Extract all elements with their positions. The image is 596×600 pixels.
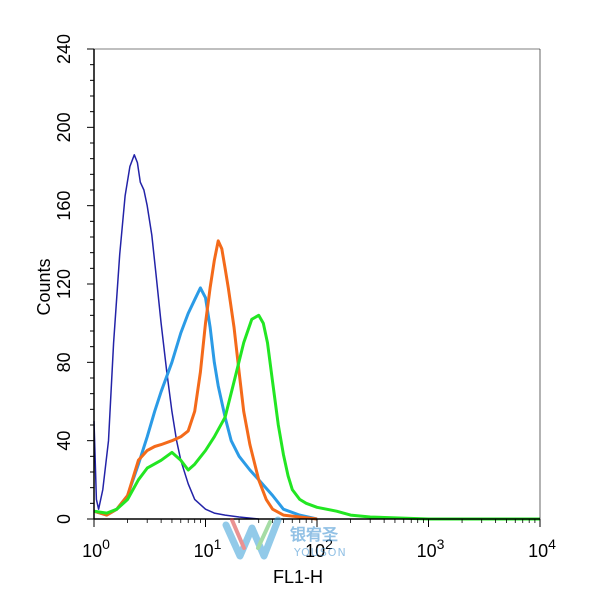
series-lines [93, 154, 540, 521]
y-tick-label: 240 [54, 34, 74, 64]
x-axis: 100 101 102 103 104 [82, 519, 556, 561]
series-line-3 [93, 239, 318, 521]
y-tick-label: 120 [54, 269, 74, 299]
x-tick-label: 101 [194, 536, 222, 561]
watermark-logo: 银宥圣 YOUSON [222, 516, 347, 560]
x-axis-title: FL1-H [273, 567, 323, 587]
y-axis-title: Counts [34, 258, 54, 315]
x-tick-label: 102 [305, 536, 333, 561]
x-tick-label: 104 [528, 536, 556, 561]
series-line-4 [93, 313, 540, 521]
x-tick-label: 100 [82, 536, 110, 561]
y-tick-label: 0 [54, 514, 74, 524]
watermark-text-cn: 银宥圣 [290, 525, 339, 544]
y-tick-label: 80 [54, 352, 74, 372]
y-tick-label: 40 [54, 431, 74, 451]
x-tick-label: 103 [417, 536, 445, 561]
y-axis: 0 40 80 120 160 200 240 [54, 34, 94, 524]
plot-frame [93, 48, 541, 520]
y-tick-label: 160 [54, 191, 74, 221]
watermark-text-en: YOUSON [293, 546, 347, 559]
y-tick-label: 200 [54, 112, 74, 142]
series-line-1 [93, 154, 259, 520]
